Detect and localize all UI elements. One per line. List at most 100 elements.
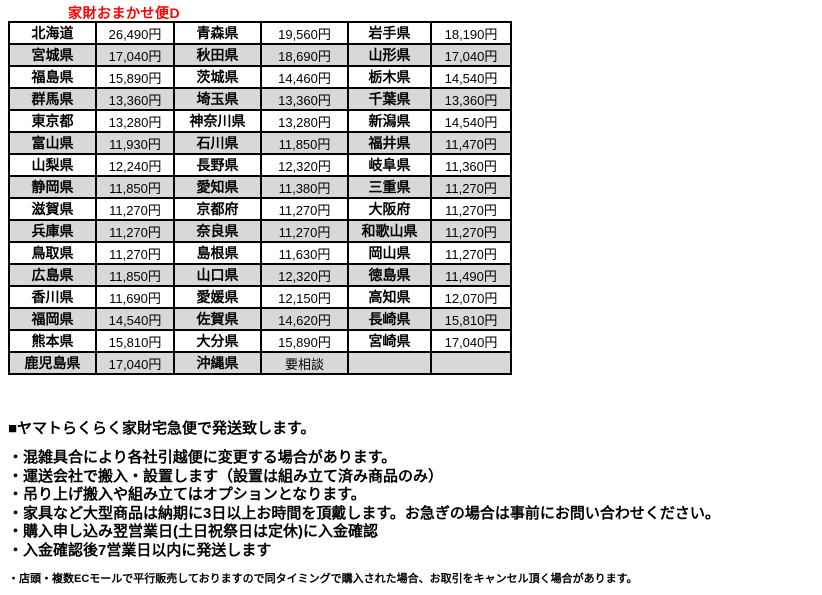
price-cell: 19,560円 (260, 21, 349, 45)
prefecture-cell: 鳥取県 (8, 241, 97, 265)
prefecture-cell: 和歌山県 (347, 219, 432, 243)
price-cell: 14,460円 (260, 65, 349, 89)
prefecture-cell: 宮城県 (8, 43, 97, 67)
prefecture-cell: 兵庫県 (8, 219, 97, 243)
note-bullet: ・入金確認後7営業日以内に発送します (8, 541, 272, 559)
prefecture-cell: 長野県 (173, 153, 262, 177)
price-cell: 12,320円 (260, 153, 349, 177)
table-row: 北海道 26,490円 青森県 19,560円 岩手県 18,190円 (8, 21, 512, 45)
price-cell: 11,690円 (95, 285, 175, 309)
fine-print-note: ・店頭・複数ECモールで平行販売しておりますので同タイミングで購入された場合、お… (8, 573, 638, 585)
price-cell: 11,850円 (95, 175, 175, 199)
prefecture-cell: 奈良県 (173, 219, 262, 243)
prefecture-cell: 徳島県 (347, 263, 432, 287)
prefecture-cell: 愛媛県 (173, 285, 262, 309)
prefecture-cell: 栃木県 (347, 65, 432, 89)
price-cell: 12,320円 (260, 263, 349, 287)
prefecture-cell: 山口県 (173, 263, 262, 287)
prefecture-cell: 東京都 (8, 109, 97, 133)
price-cell: 11,930円 (95, 131, 175, 155)
prefecture-cell: 大阪府 (347, 197, 432, 221)
price-cell: 13,360円 (260, 87, 349, 111)
prefecture-cell: 福井県 (347, 131, 432, 155)
prefecture-cell: 鹿児島県 (8, 351, 97, 375)
price-cell: 12,150円 (260, 285, 349, 309)
price-cell: 12,070円 (430, 285, 512, 309)
note-bullet: ・家具など大型商品は納期に3日以上お時間を頂戴します。お急ぎの場合は事前にお問い… (8, 504, 720, 522)
price-cell: 11,270円 (95, 219, 175, 243)
price-cell (430, 351, 512, 375)
prefecture-cell: 愛知県 (173, 175, 262, 199)
shipping-plan-title: 家財おまかせ便D (68, 5, 181, 21)
prefecture-cell: 茨城県 (173, 65, 262, 89)
price-cell: 14,620円 (260, 307, 349, 331)
prefecture-cell: 香川県 (8, 285, 97, 309)
table-row: 熊本県 15,810円 大分県 15,890円 宮崎県 17,040円 (8, 329, 512, 353)
table-row: 富山県 11,930円 石川県 11,850円 福井県 11,470円 (8, 131, 512, 155)
table-row: 滋賀県 11,270円 京都府 11,270円 大阪府 11,270円 (8, 197, 512, 221)
price-cell: 15,810円 (430, 307, 512, 331)
price-cell: 18,190円 (430, 21, 512, 45)
table-row: 福島県 15,890円 茨城県 14,460円 栃木県 14,540円 (8, 65, 512, 89)
price-cell: 17,040円 (430, 329, 512, 353)
price-cell: 14,540円 (95, 307, 175, 331)
prefecture-cell: 山梨県 (8, 153, 97, 177)
prefecture-cell: 佐賀県 (173, 307, 262, 331)
price-cell: 13,280円 (260, 109, 349, 133)
prefecture-cell: 山形県 (347, 43, 432, 67)
prefecture-cell: 青森県 (173, 21, 262, 45)
prefecture-cell: 岩手県 (347, 21, 432, 45)
table-row: 東京都 13,280円 神奈川県 13,280円 新潟県 14,540円 (8, 109, 512, 133)
prefecture-cell: 熊本県 (8, 329, 97, 353)
price-cell: 11,380円 (260, 175, 349, 199)
table-row: 群馬県 13,360円 埼玉県 13,360円 千葉県 13,360円 (8, 87, 512, 111)
price-cell: 17,040円 (430, 43, 512, 67)
table-row: 兵庫県 11,270円 奈良県 11,270円 和歌山県 11,270円 (8, 219, 512, 243)
prefecture-cell: 宮崎県 (347, 329, 432, 353)
prefecture-cell: 大分県 (173, 329, 262, 353)
prefecture-cell: 京都府 (173, 197, 262, 221)
prefecture-cell: 高知県 (347, 285, 432, 309)
price-cell: 11,270円 (95, 241, 175, 265)
prefecture-cell: 石川県 (173, 131, 262, 155)
price-cell: 11,490円 (430, 263, 512, 287)
table-row: 広島県 11,850円 山口県 12,320円 徳島県 11,490円 (8, 263, 512, 287)
prefecture-cell: 静岡県 (8, 175, 97, 199)
table-row: 福岡県 14,540円 佐賀県 14,620円 長崎県 15,810円 (8, 307, 512, 331)
prefecture-cell: 群馬県 (8, 87, 97, 111)
price-cell: 11,270円 (430, 175, 512, 199)
price-cell: 13,360円 (430, 87, 512, 111)
prefecture-cell: 秋田県 (173, 43, 262, 67)
table-row: 山梨県 12,240円 長野県 12,320円 岐阜県 11,360円 (8, 153, 512, 177)
price-cell: 26,490円 (95, 21, 175, 45)
note-bullet: ・混雑具合により各社引越便に変更する場合があります。 (8, 449, 397, 466)
prefecture-cell: 滋賀県 (8, 197, 97, 221)
prefecture-cell: 広島県 (8, 263, 97, 287)
prefecture-cell: 福岡県 (8, 307, 97, 331)
prefecture-cell: 島根県 (173, 241, 262, 265)
prefecture-cell: 神奈川県 (173, 109, 262, 133)
prefecture-cell: 沖縄県 (173, 351, 262, 375)
table-row: 鹿児島県 17,040円 沖縄県 要相談 (8, 351, 512, 375)
price-cell: 15,890円 (260, 329, 349, 353)
prefecture-cell: 千葉県 (347, 87, 432, 111)
note-bullet: ・吊り上げ搬入や組み立てはオプションとなります。 (8, 486, 366, 503)
price-cell: 11,270円 (430, 219, 512, 243)
notes-section: ■ヤマトらくらく家財宅急便で発送致します。 ・混雑具合により各社引越便に変更する… (8, 417, 818, 586)
price-cell: 11,270円 (430, 197, 512, 221)
price-cell: 11,270円 (95, 197, 175, 221)
table-row: 静岡県 11,850円 愛知県 11,380円 三重県 11,270円 (8, 175, 512, 199)
price-cell: 11,630円 (260, 241, 349, 265)
price-cell: 13,280円 (95, 109, 175, 133)
prefecture-cell: 三重県 (347, 175, 432, 199)
price-cell: 11,270円 (260, 197, 349, 221)
notes-bullets: ・混雑具合により各社引越便に変更する場合があります。 ・運送会社で搬入・設置します… (8, 449, 818, 560)
note-bullet: ・運送会社で搬入・設置します（設置は組み立て済み商品のみ） (8, 467, 444, 485)
price-cell: 11,470円 (430, 131, 512, 155)
price-cell: 14,540円 (430, 65, 512, 89)
shipping-fee-table: 北海道 26,490円 青森県 19,560円 岩手県 18,190円 宮城県 17,040円… (8, 21, 512, 375)
price-cell: 12,240円 (95, 153, 175, 177)
table-row: 香川県 11,690円 愛媛県 12,150円 高知県 12,070円 (8, 285, 512, 309)
price-cell: 13,360円 (95, 87, 175, 111)
prefecture-cell (347, 351, 432, 375)
